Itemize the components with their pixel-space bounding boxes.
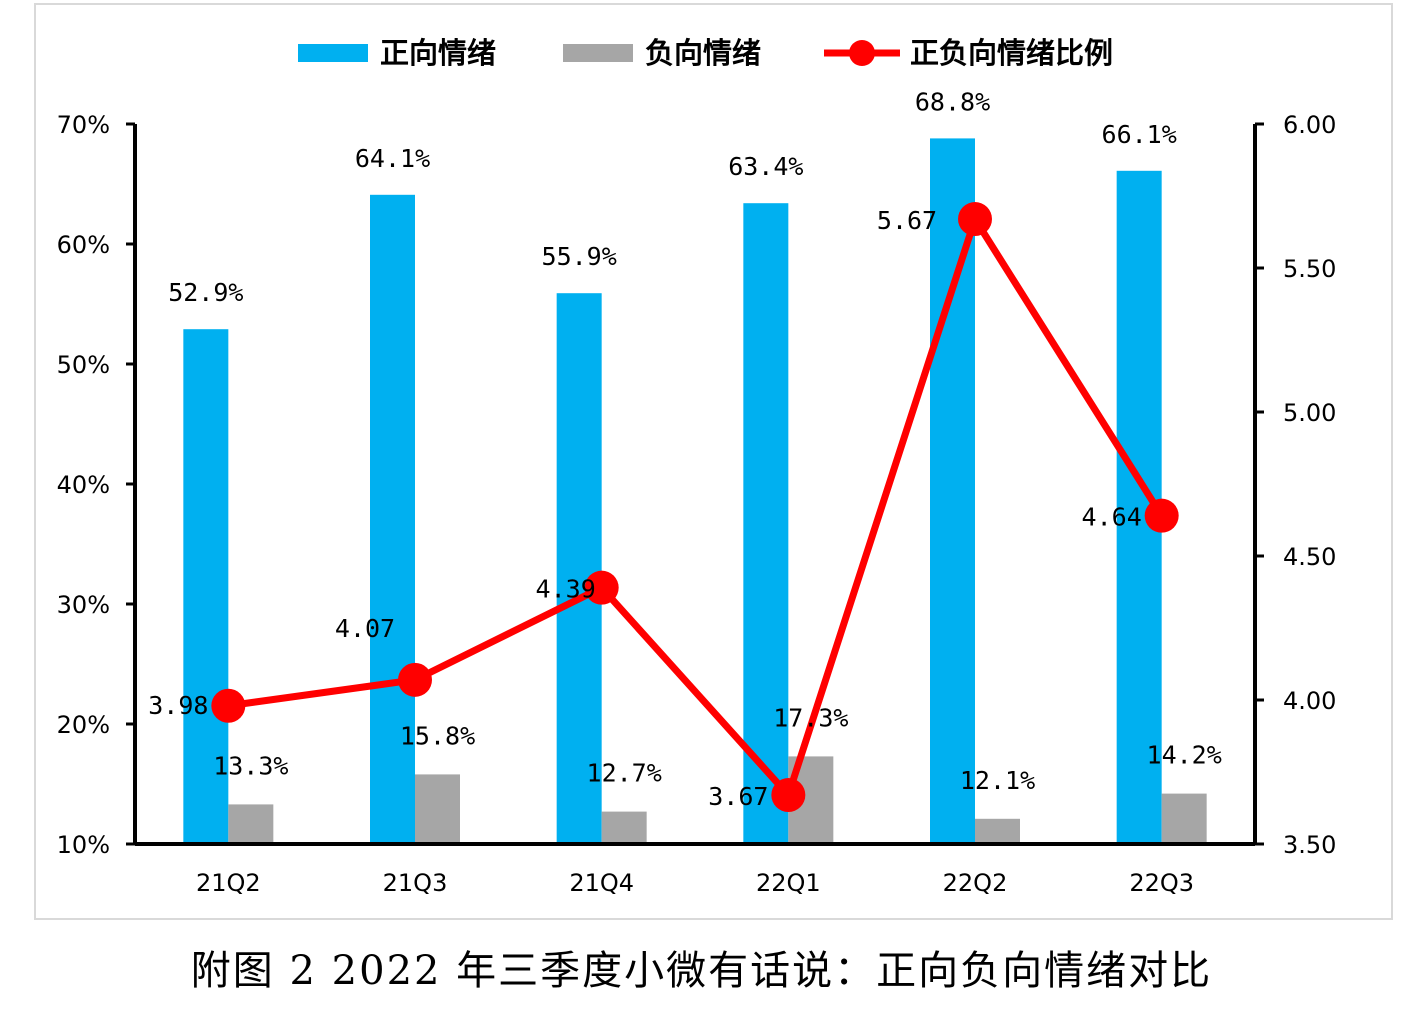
ratio-value-label: 3.98 [148,691,208,720]
ratio-line [227,215,1165,799]
negative-bar-21Q4 [601,811,647,844]
negative-value-label: 14.2% [1147,741,1222,770]
ratio-value-label: 4.39 [536,575,596,604]
right-tick-label: 3.50 [1283,831,1336,859]
positive-value-label: 55.9% [542,242,617,271]
ratio-value-label: 4.64 [1082,503,1142,532]
ratio-marker-21Q4 [584,570,619,605]
legend: 正向情绪 负向情绪 正负向情绪比例 [298,36,1113,70]
bars-layer [183,138,1207,845]
x-tick-label: 21Q4 [569,869,634,897]
left-tick-label: 70% [57,111,110,139]
legend-label-positive: 正向情绪 [380,36,496,70]
x-tick-label: 22Q2 [943,869,1008,897]
ratio-marker-21Q2 [211,688,246,723]
ratio-marker-22Q2 [958,202,992,237]
left-tick-label: 50% [57,351,110,379]
left-tick-label: 60% [57,231,110,259]
ratio-marker-22Q1 [771,778,806,813]
negative-value-label: 15.8% [400,721,475,750]
ratio-marker-22Q3 [1144,498,1179,533]
left-tick-label: 10% [57,831,110,859]
positive-bar-21Q4 [556,293,602,844]
positive-value-label: 63.4% [728,152,803,181]
negative-value-label: 12.7% [587,759,662,788]
positive-bar-22Q1 [743,203,789,844]
negative-bar-22Q3 [1161,793,1207,844]
figure-caption: 附图 2 2022 年三季度小微有话说：正向负向情绪对比 [190,948,1213,994]
negative-bar-21Q2 [228,804,274,844]
x-tick-label: 21Q3 [383,869,448,897]
x-tick-label: 22Q1 [756,869,821,897]
positive-value-label: 66.1% [1102,120,1177,149]
right-tick-label: 4.50 [1283,543,1336,571]
left-tick-label: 40% [57,471,110,499]
legend-label-ratio: 正负向情绪比例 [910,36,1113,70]
data-labels-layer: 52.9% 13.3% 64.1% 15.8% 55.9% 12.7% 63.4% 17.3%… [148,87,1222,811]
positive-bar-22Q2 [930,138,975,844]
positive-value-label: 64.1% [355,144,430,173]
negative-bar-21Q3 [415,774,460,844]
negative-value-label: 13.3% [213,751,288,780]
positive-value-label: 68.8% [915,87,990,116]
ratio-value-label: 5.67 [877,206,937,235]
left-tick-label: 20% [57,711,110,739]
positive-bar-21Q2 [183,329,229,844]
right-tick-label: 4.00 [1283,687,1336,715]
negative-bar-22Q2 [975,818,1020,844]
right-tick-label: 5.50 [1283,255,1336,283]
axes-layer: 10% 20% 30% 40% 50% 60% 70% 3.50 4.00 4.50 5.00 5.5… [57,111,1337,897]
right-tick-label: 6.00 [1283,111,1336,139]
positive-bar-21Q3 [370,194,415,845]
left-tick-label: 30% [57,591,110,619]
legend-swatch-positive [298,44,368,62]
combo-chart: 正向情绪 负向情绪 正负向情绪比例 10% 20% 30% 40% 50% 60% 70% 3.5… [57,36,1337,897]
negative-value-label: 12.1% [960,766,1035,795]
negative-value-label: 17.3% [773,703,848,732]
legend-marker-ratio [849,40,875,66]
ratio-value-label: 4.07 [335,614,395,643]
x-tick-label: 22Q3 [1129,869,1194,897]
ratio-line-layer [211,202,1179,813]
positive-value-label: 52.9% [168,278,243,307]
right-tick-label: 5.00 [1283,399,1336,427]
ratio-value-label: 3.67 [708,782,768,811]
ratio-marker-21Q3 [398,662,432,697]
legend-swatch-negative [563,44,633,62]
x-tick-label: 21Q2 [196,869,261,897]
chart-frame [34,3,1393,920]
legend-label-negative: 负向情绪 [645,36,761,70]
